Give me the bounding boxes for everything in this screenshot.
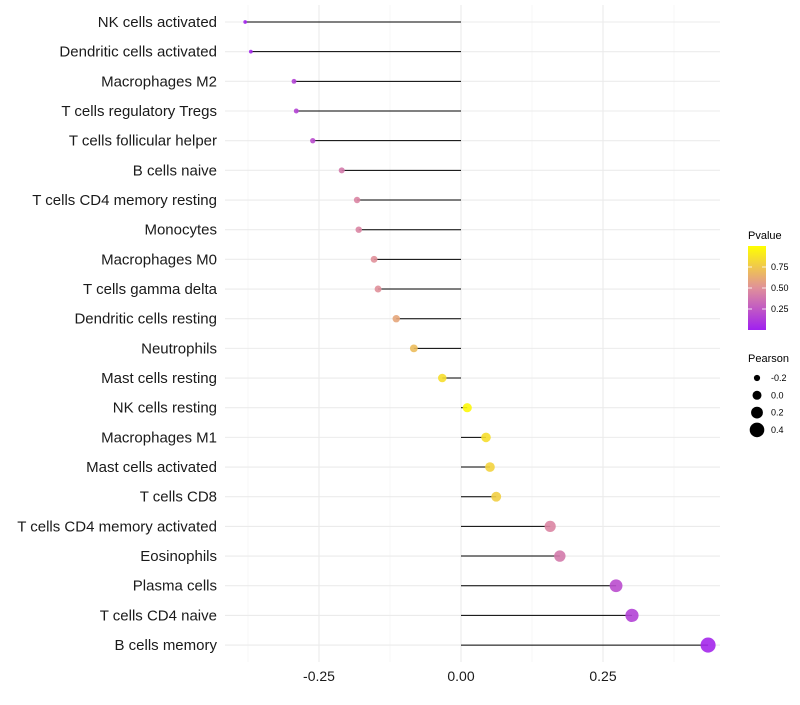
color-bar [748,246,766,330]
y-tick-label: Dendritic cells resting [74,311,217,328]
lollipop-point [243,20,247,24]
legend: Pvalue 0.25 0.50 0.75 Pearson -0.2 0.0 0.2 0.… [748,230,789,438]
lollipop-point [700,637,716,653]
lollipop-point [374,285,382,293]
lollipop-point [485,462,495,472]
lollipop-point [437,373,447,383]
lollipop-point [481,432,491,443]
y-tick-label: B cells naive [133,162,217,179]
y-tick-label: Dendritic cells activated [59,44,217,61]
lollipop-point [310,138,316,144]
size-legend-label: 0.2 [771,408,784,418]
lollipop-point [609,579,623,593]
y-tick-label: Monocytes [144,222,217,239]
y-tick-label: B cells memory [114,637,217,654]
color-bar-label: 0.50 [771,283,789,293]
y-tick-label: T cells follicular helper [69,133,217,150]
y-tick-label: T cells CD8 [140,489,217,506]
lollipop-point [370,255,378,263]
lollipop-point [392,314,400,323]
lollipop-point [491,491,502,502]
size-legend-label: -0.2 [771,373,787,383]
lollipop-point [462,403,472,413]
lollipop-point [338,167,345,174]
x-tick-label: -0.25 [303,668,335,684]
lollipop-point [355,226,363,233]
y-tick-label: Macrophages M1 [101,429,217,446]
lollipop-point [544,520,556,532]
size-legend-dot [751,406,763,419]
y-tick-label: Neutrophils [141,340,217,357]
size-legend-title: Pearson [748,353,789,365]
y-tick-label: Macrophages M0 [101,251,217,268]
y-tick-label: T cells CD4 naive [100,607,217,624]
lollipop-point [291,78,297,84]
lollipop-point [625,608,639,623]
size-legend-label: 0.4 [771,425,784,435]
y-axis-labels: NK cells activated Dendritic cells activa… [17,14,217,654]
y-tick-label: Plasma cells [133,578,217,595]
x-axis-labels: -0.25 0.00 0.25 [303,668,617,684]
size-legend-label: 0.0 [771,390,784,400]
y-tick-label: T cells CD4 memory activated [17,518,217,535]
lollipop-point [293,108,299,114]
y-tick-label: NK cells resting [113,400,217,417]
lollipop-point [554,550,566,562]
x-tick-label: 0.00 [447,668,474,684]
y-tick-label: Eosinophils [140,548,217,565]
y-tick-label: Macrophages M2 [101,73,217,90]
y-tick-label: T cells CD4 memory resting [32,192,217,209]
y-tick-label: NK cells activated [98,14,217,31]
grid [225,5,720,662]
lollipop-point [409,344,418,353]
size-legend-dot [749,422,765,438]
y-tick-label: T cells gamma delta [83,281,218,298]
y-tick-label: T cells regulatory Tregs [61,103,217,120]
lollipop-point [248,49,253,54]
size-legend-dot [752,390,762,400]
y-tick-label: Mast cells resting [101,370,217,387]
marks [243,20,716,653]
lollipop-point [353,196,361,204]
size-legend-dot [753,374,761,382]
color-legend-title: Pvalue [748,230,782,242]
color-bar-label: 0.75 [771,262,789,272]
x-tick-label: 0.25 [589,668,616,684]
y-tick-label: Mast cells activated [86,459,217,476]
color-bar-label: 0.25 [771,304,789,314]
